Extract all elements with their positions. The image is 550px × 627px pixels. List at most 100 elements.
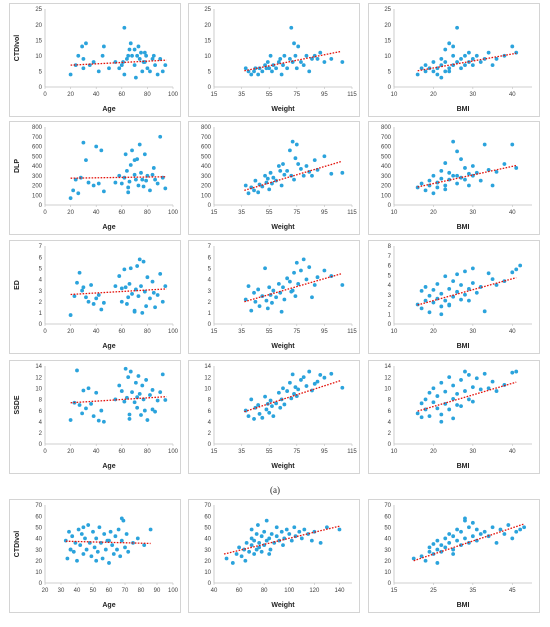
x-tick-label: 55 <box>266 329 273 335</box>
trend-line <box>70 59 167 66</box>
data-point <box>265 60 270 64</box>
data-point <box>292 41 296 46</box>
y-tick-label: 10 <box>204 570 211 576</box>
data-point <box>127 417 132 421</box>
data-point <box>293 156 298 161</box>
data-point <box>158 271 163 276</box>
data-point <box>423 285 428 289</box>
data-point <box>79 532 84 536</box>
data-point <box>249 308 254 313</box>
data-point <box>415 72 420 77</box>
data-point <box>470 266 475 271</box>
data-point <box>96 418 101 423</box>
data-point <box>127 412 132 417</box>
data-point <box>132 172 137 177</box>
data-point <box>76 191 81 196</box>
data-point <box>94 558 99 563</box>
data-point <box>111 552 116 556</box>
data-point <box>459 57 463 61</box>
data-point <box>294 66 299 71</box>
data-point <box>474 290 479 295</box>
data-point <box>451 173 456 178</box>
y-tick-label: 0 <box>39 442 43 448</box>
data-point <box>276 281 281 286</box>
data-point <box>243 66 248 71</box>
data-point <box>249 72 254 77</box>
y-tick-label: 15 <box>204 38 211 44</box>
x-tick-label: 115 <box>347 449 357 455</box>
data-point <box>68 196 73 201</box>
data-point <box>243 558 248 563</box>
chart-ssde-bmi: 0 2 4 6 8 10 12 14 10 20 30 40 BMI <box>368 360 540 474</box>
data-point <box>467 171 471 176</box>
y-tick-label: 10 <box>384 386 391 392</box>
data-point <box>490 525 495 530</box>
chart-ctdi2-bmi: 0 10 20 30 40 50 60 70 15 25 35 45 BMI <box>368 499 540 613</box>
data-point <box>91 414 96 419</box>
data-point <box>463 63 467 68</box>
data-point <box>254 547 259 552</box>
data-point <box>72 294 77 299</box>
data-point <box>478 60 483 64</box>
y-axis-label: SSDE <box>14 395 21 414</box>
data-point <box>502 162 507 166</box>
x-tick-label: 20 <box>67 329 74 335</box>
data-point <box>141 259 146 264</box>
data-point <box>137 391 142 396</box>
data-point <box>439 57 444 61</box>
data-point <box>307 369 312 374</box>
chart-dlp-bmi: 0 100 200 300 400 500 600 700 800 10 20 30 40 BMI <box>368 121 540 235</box>
data-point <box>144 178 149 183</box>
data-point <box>80 411 85 416</box>
data-point <box>329 371 334 376</box>
data-point <box>140 69 145 74</box>
data-point <box>315 57 320 61</box>
data-point <box>297 529 302 534</box>
y-tick-label: 5 <box>388 273 392 279</box>
data-point <box>279 529 284 534</box>
data-point <box>68 547 73 552</box>
data-point <box>144 378 149 382</box>
y-tick-label: 0 <box>39 322 43 328</box>
data-point <box>447 41 452 46</box>
y-tick-label: 100 <box>381 193 392 199</box>
data-point <box>288 380 292 385</box>
y-tick-label: 60 <box>384 514 391 520</box>
data-point <box>243 297 248 302</box>
y-tick-label: 600 <box>381 145 392 151</box>
data-point <box>294 142 299 147</box>
data-point <box>301 63 306 68</box>
data-point <box>423 188 428 193</box>
data-point <box>443 60 448 64</box>
data-point <box>150 172 155 177</box>
data-point <box>124 532 129 536</box>
x-tick-label: 75 <box>293 449 300 455</box>
data-point <box>304 277 309 282</box>
data-point <box>153 305 157 310</box>
data-point <box>274 295 278 300</box>
data-point <box>427 293 432 298</box>
data-point <box>451 552 456 556</box>
data-point <box>139 170 143 175</box>
data-point <box>119 63 124 68</box>
data-point <box>455 527 459 532</box>
data-point <box>268 53 273 58</box>
x-tick-label: 40 <box>509 210 516 216</box>
data-point <box>463 166 467 170</box>
data-point <box>292 391 296 396</box>
trend-line <box>413 523 525 562</box>
y-tick-label: 30 <box>204 548 211 554</box>
data-point <box>99 408 104 413</box>
x-tick-label: 10 <box>391 92 398 98</box>
data-point <box>299 268 303 273</box>
data-point <box>89 401 93 406</box>
y-tick-label: 7 <box>208 244 212 250</box>
x-axis-label: Age <box>102 463 115 470</box>
data-point <box>246 414 251 419</box>
data-point <box>94 390 99 395</box>
x-tick-label: 115 <box>347 329 357 335</box>
y-tick-label: 6 <box>388 264 392 270</box>
x-tick-label: 40 <box>93 92 100 98</box>
data-point <box>123 152 128 157</box>
